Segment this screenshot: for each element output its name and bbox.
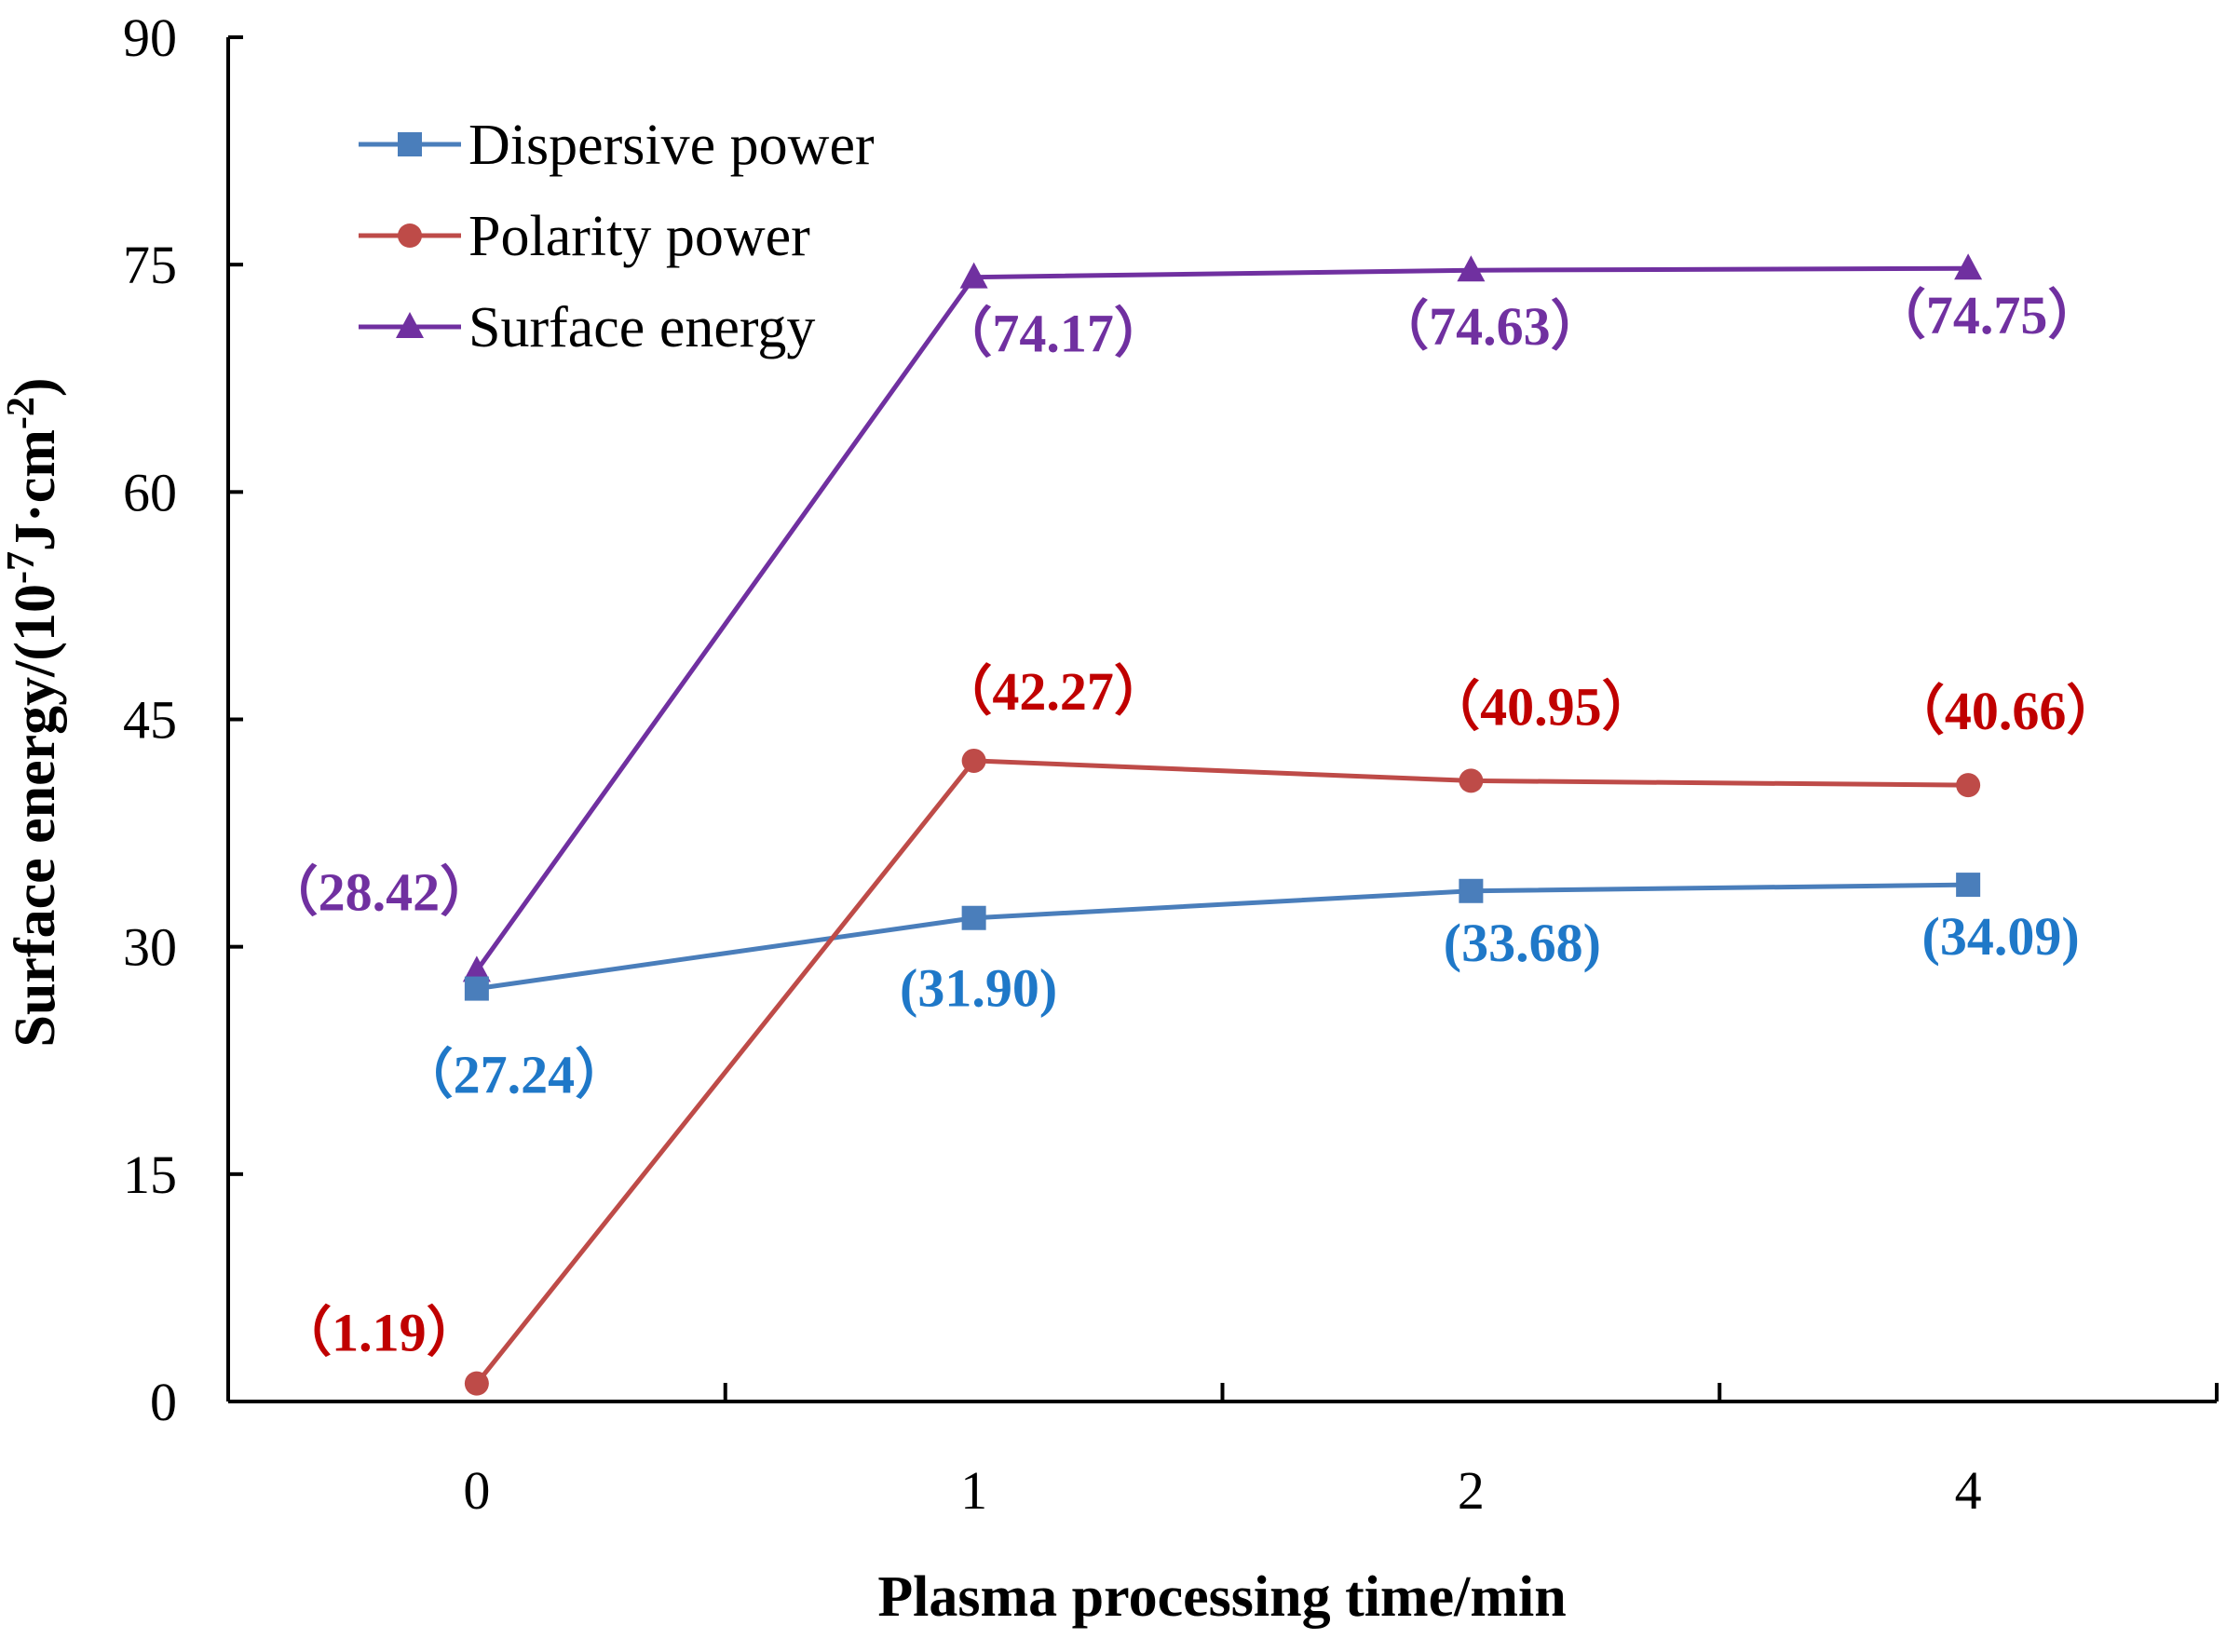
data-point	[959, 262, 988, 289]
axes: 0 15 30 45 60 75 90 0 1 2 4	[123, 7, 2219, 1521]
data-point	[1956, 773, 1981, 798]
y-axis-title-unit: J·cm	[4, 429, 67, 551]
legend-item: Polarity power	[359, 205, 810, 268]
y-axis-title-exp1: -7	[0, 551, 43, 584]
series-surface-energy	[462, 253, 1983, 982]
y-axis-title-exp2: -2	[0, 397, 43, 429]
data-label: (34.09)	[1922, 906, 2080, 967]
series-line	[476, 882, 1969, 992]
series-line	[474, 758, 1969, 1386]
y-axis-title-main: Surface energy/(10	[4, 584, 67, 1048]
series-dispersive-power	[464, 873, 1981, 1001]
data-label: （27.24）	[400, 1045, 630, 1105]
x-tick-label: 4	[1955, 1460, 1982, 1521]
x-tick-label: 1	[960, 1460, 987, 1521]
y-tick-label: 15	[123, 1144, 177, 1205]
y-axis-title: Surface energy/(10-7J·cm-2)	[0, 377, 67, 1047]
data-point	[961, 748, 986, 773]
data-label: （28.42）	[265, 861, 495, 922]
series-layer	[462, 253, 1983, 1396]
data-point	[464, 1371, 489, 1396]
data-label: （1.19）	[278, 1303, 481, 1363]
y-tick-label: 45	[123, 690, 177, 751]
data-point	[1954, 253, 1983, 280]
data-label: （74.63）	[1375, 296, 1605, 357]
legend-item: Dispersive power	[359, 114, 875, 177]
data-point	[1459, 768, 1484, 793]
legend: Dispersive power Polarity power Surface en…	[359, 114, 875, 359]
x-axis-title: Plasma processing time/min	[877, 1565, 1566, 1629]
series-polarity-power	[464, 748, 1981, 1396]
x-tick-label: 0	[463, 1460, 490, 1521]
x-tick-label: 2	[1458, 1460, 1485, 1521]
y-tick-label: 90	[123, 7, 177, 68]
legend-marker	[398, 132, 422, 156]
data-label: （74.75）	[1872, 285, 2102, 345]
y-tick-label: 75	[123, 235, 177, 295]
legend-item: Surface energy	[359, 296, 815, 359]
data-label: （40.66）	[1891, 681, 2121, 741]
legend-marker	[398, 223, 422, 248]
data-point	[1457, 255, 1486, 282]
legend-marker	[396, 312, 424, 338]
legend-label: Dispersive power	[468, 114, 875, 177]
y-tick-label: 30	[123, 917, 177, 978]
data-point	[1956, 873, 1981, 898]
y-tick-label: 0	[150, 1372, 177, 1432]
legend-label: Polarity power	[468, 205, 810, 268]
data-point	[462, 955, 491, 982]
y-tick-label: 60	[123, 462, 177, 522]
data-point	[961, 905, 986, 930]
data-label: （42.27）	[938, 661, 1168, 722]
data-point	[1459, 878, 1484, 903]
data-label: （74.17）	[938, 304, 1168, 364]
y-axis-title-close: )	[4, 377, 67, 397]
data-label: (31.90)	[900, 958, 1057, 1019]
data-label: （40.95）	[1426, 676, 1656, 737]
data-label: (33.68)	[1444, 913, 1601, 973]
series-line	[474, 265, 1969, 972]
data-labels: （27.24） (31.90) (33.68) (34.09) （1.19） （42.27…	[265, 285, 2121, 1362]
data-point	[464, 976, 489, 1001]
legend-label: Surface energy	[468, 296, 815, 359]
